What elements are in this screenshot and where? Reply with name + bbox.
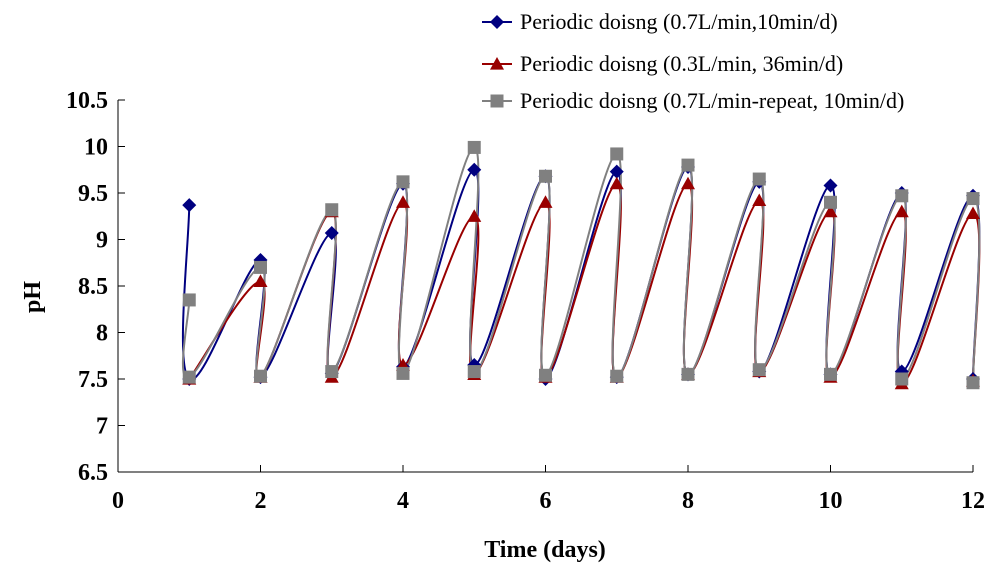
x-tick-label: 8: [682, 488, 694, 514]
y-axis-title: pH: [20, 281, 46, 313]
data-point: [467, 209, 482, 222]
data-point: [610, 369, 624, 383]
x-tick-label: 12: [961, 488, 985, 514]
data-point: [752, 172, 766, 186]
data-point: [823, 204, 838, 218]
data-point: [324, 225, 339, 240]
data-point: [824, 195, 837, 209]
data-point: [895, 372, 909, 386]
x-tick-label: 4: [397, 488, 409, 514]
data-point: [253, 274, 268, 287]
data-point: [182, 370, 196, 384]
data-point: [396, 366, 410, 380]
data-point: [752, 363, 766, 377]
data-point: [538, 195, 553, 208]
data-point: [610, 147, 624, 161]
data-point: [681, 367, 695, 381]
data-point: [823, 178, 838, 193]
data-point: [325, 365, 339, 379]
data-point: [681, 176, 695, 190]
x-tick-label: 10: [819, 488, 843, 514]
data-point: [182, 293, 196, 307]
data-point: [895, 189, 909, 203]
data-point: [539, 169, 552, 183]
plot-series-lines: [181, 146, 981, 385]
legend: Periodic doisng (0.7L/min,10min/d) Period…: [482, 9, 904, 113]
legend-label: Periodic doisng (0.7L/min-repeat, 10min/…: [520, 88, 904, 113]
data-point: [396, 175, 410, 189]
y-tick-label: 6.5: [78, 460, 108, 486]
series-line-2: [188, 182, 981, 385]
x-tick-label: 6: [540, 488, 552, 514]
data-point: [254, 260, 267, 274]
y-tick-label: 7: [96, 414, 108, 440]
legend-marker: [490, 15, 504, 29]
data-point: [467, 140, 481, 154]
y-tick-label: 9: [96, 228, 108, 254]
data-point: [609, 176, 624, 190]
axes: [117, 99, 974, 473]
legend-label: Periodic doisng (0.3L/min, 36min/d): [520, 51, 843, 76]
legend-marker: [490, 57, 504, 70]
x-tick-label: 2: [255, 488, 267, 514]
data-point: [182, 198, 197, 213]
data-point: [894, 204, 909, 218]
data-point: [467, 162, 482, 177]
y-tick-label: 10: [84, 135, 108, 161]
data-point: [824, 367, 837, 381]
y-tick-label: 9.5: [78, 181, 108, 207]
y-tick-label: 10.5: [66, 88, 108, 114]
y-tick-label: 8.5: [78, 274, 108, 300]
data-point: [467, 365, 481, 379]
data-point: [966, 206, 980, 220]
legend-label: Periodic doisng (0.7L/min,10min/d): [520, 9, 838, 34]
tick-labels: 6.5 7 7.5 8 8.5 9 9.5 10 10.5 0 2 4 6 8 10 12: [66, 88, 985, 514]
data-point: [254, 369, 267, 383]
series-line-3: [181, 146, 981, 383]
plot-series-markers: [182, 140, 980, 390]
data-point: [966, 192, 980, 206]
data-point: [966, 376, 980, 390]
data-point: [325, 203, 339, 217]
y-tick-label: 8: [96, 321, 108, 347]
data-point: [681, 158, 695, 172]
y-tick-label: 7.5: [78, 367, 108, 393]
data-point: [752, 193, 767, 207]
data-point: [539, 368, 552, 382]
data-point: [396, 195, 410, 208]
x-axis-title: Time (days): [484, 537, 606, 563]
data-point: [609, 164, 624, 179]
x-tick-label: 0: [112, 488, 124, 514]
legend-marker: [490, 94, 504, 108]
